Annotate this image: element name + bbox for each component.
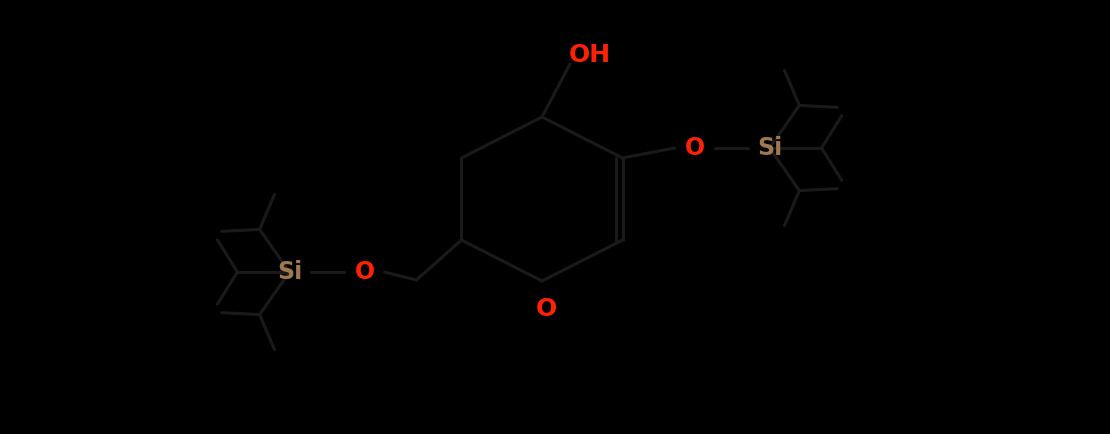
Text: OH: OH <box>569 43 612 67</box>
Text: O: O <box>685 136 705 160</box>
Text: Si: Si <box>276 260 302 284</box>
Text: O: O <box>354 260 374 284</box>
Text: Si: Si <box>757 136 783 160</box>
Text: O: O <box>535 297 556 321</box>
